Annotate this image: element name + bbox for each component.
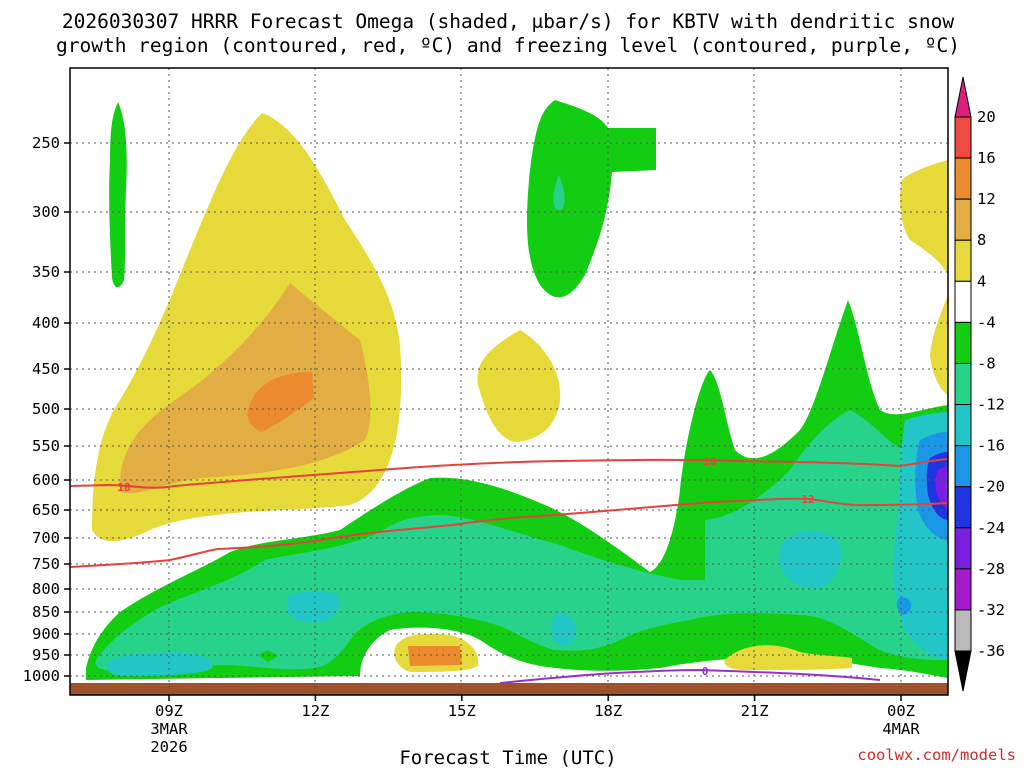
chart-title-line-1: 2026030307 HRRR Forecast Omega (shaded, … (62, 10, 954, 33)
colorbar-level-label: 16 (977, 149, 996, 167)
colorbar-segment (954, 116, 972, 159)
y-tick-label: 350 (32, 263, 60, 281)
omega-cyan-patch-850 (286, 591, 340, 623)
x-tick-label: 12Z (301, 702, 329, 720)
grid-lines (70, 68, 948, 695)
y-tick-label: 500 (32, 400, 60, 418)
dgz-label-upper-left: 18 (117, 481, 130, 494)
colorbar-level-label: -36 (977, 642, 1005, 660)
omega-cyan-patch-left (106, 652, 213, 676)
x-tick-date: 4MAR (882, 720, 920, 738)
omega-dark-orange-core (247, 372, 314, 432)
colorbar-segment (954, 445, 972, 488)
colorbar-level-label: -8 (977, 354, 996, 372)
colorbar-level-label: -4 (977, 313, 996, 331)
y-tick-label: 900 (32, 625, 60, 643)
omega-yellow-right-upper (900, 160, 948, 275)
x-tick-label: 18Z (594, 702, 622, 720)
colorbar-top-arrow (954, 76, 972, 118)
y-tick-label: 600 (32, 471, 60, 489)
y-tick-label: 650 (32, 501, 60, 519)
x-tick-label: 00Z (887, 702, 915, 720)
colorbar-level-label: 8 (977, 231, 986, 249)
y-tick-label: 250 (32, 134, 60, 152)
freezing-level-contour (499, 668, 881, 684)
colorbar-level-label: -12 (977, 396, 1005, 414)
omega-yellow-right-mid (930, 295, 948, 395)
y-tick-label: 850 (32, 603, 60, 621)
x-tick-label: 21Z (741, 702, 769, 720)
colorbar-segment (954, 486, 972, 529)
y-tick-label: 950 (32, 646, 60, 664)
dgz-label-lower: 12 (801, 493, 814, 506)
colorbar-segment (954, 568, 972, 611)
y-axis: 250 300 350 400 450 500 550 600 650 700 750 800 850 9… (23, 134, 70, 685)
omega-yellow-low-right (724, 645, 852, 670)
x-tick-year: 2026 (150, 738, 187, 756)
terrain-ground (70, 683, 948, 695)
colorbar-level-label: 4 (977, 272, 986, 290)
dgz-contour-lower (69, 497, 949, 568)
chart-title-line-2: growth region (contoured, red, ºC) and f… (56, 34, 960, 57)
omega-green-spot-low (258, 650, 278, 662)
y-tick-label: 300 (32, 203, 60, 221)
x-axis-label: Forecast Time (UTC) (399, 747, 616, 768)
omega-yellow-middle-blob (477, 330, 561, 442)
colorbar-segment (954, 280, 972, 323)
dgz-contour-upper (69, 458, 949, 489)
colorbar-segment (954, 321, 972, 364)
omega-cyan-patch-900 (551, 613, 576, 646)
omega-orange-low-center (408, 646, 462, 666)
colorbar-segment (954, 362, 972, 406)
colorbar-segment (954, 239, 972, 282)
colorbar-level-label: -28 (977, 560, 1005, 578)
freezing-level-label: 0 (702, 665, 709, 678)
omega-green-strip-left (109, 102, 127, 288)
y-tick-label: 450 (32, 360, 60, 378)
x-tick-label: 09Z (155, 702, 183, 720)
omega-cyan-patch-right (779, 531, 842, 589)
plot-area: 18 18 12 0 (69, 67, 949, 696)
colorbar-level-label: -32 (977, 601, 1005, 619)
y-tick-label: 1000 (23, 667, 60, 685)
x-tick-label: 15Z (448, 702, 476, 720)
colorbar-bottom-arrow (954, 650, 972, 692)
colorbar-level-label: -24 (977, 519, 1005, 537)
omega-purple-core (935, 466, 948, 508)
y-tick-label: 700 (32, 529, 60, 547)
colorbar-level-label: -20 (977, 478, 1005, 496)
colorbar-segment (954, 157, 972, 200)
plot-frame (69, 67, 949, 696)
colorbar-segment (954, 404, 972, 447)
credit-text: coolwx.com/models (857, 746, 1016, 764)
omega-blue-spot-900 (896, 597, 912, 615)
dgz-label-upper-right: 18 (703, 455, 716, 468)
colorbar: 20 16 12 8 4 -4 -8 -12 -16 -20 -24 -28 -32 -36 (954, 76, 1005, 692)
omega-orange-lobe (119, 283, 371, 494)
x-tick-date: 3MAR (150, 720, 188, 738)
colorbar-segment (954, 609, 972, 652)
colorbar-level-label: 20 (977, 108, 996, 126)
omega-green-upper-middle (527, 100, 656, 298)
y-tick-label: 550 (32, 437, 60, 455)
y-tick-label: 750 (32, 555, 60, 573)
colorbar-segment (954, 198, 972, 241)
y-tick-label: 800 (32, 580, 60, 598)
omega-teal-upper-middle (553, 175, 565, 211)
colorbar-level-label: -16 (977, 437, 1005, 455)
colorbar-segment (954, 527, 972, 570)
colorbar-level-label: 12 (977, 190, 996, 208)
y-tick-label: 400 (32, 314, 60, 332)
